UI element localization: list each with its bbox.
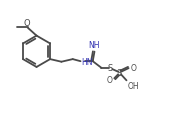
Text: NH: NH — [89, 41, 100, 50]
Text: O: O — [130, 64, 136, 73]
Text: S: S — [117, 69, 122, 78]
Text: S: S — [108, 63, 113, 72]
Text: O: O — [24, 19, 30, 28]
Text: O: O — [107, 75, 113, 84]
Text: HN: HN — [81, 57, 92, 66]
Text: OH: OH — [127, 81, 139, 90]
